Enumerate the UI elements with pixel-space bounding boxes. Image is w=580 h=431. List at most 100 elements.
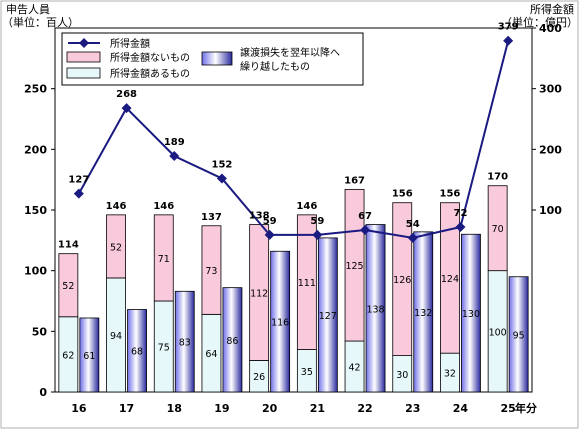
data-label-income-amount: 67 [358,211,372,222]
bar-loss-carryforward [174,290,195,393]
bar-loss-carryforward [508,276,529,393]
x-tick-label: 16 [71,402,87,415]
bar-loss-carryforward [79,317,100,393]
left-axis-unit: （単位：百人） [2,15,79,29]
data-label-income-present: 75 [158,343,170,354]
data-label-loss-carryforward: 130 [462,309,480,320]
data-label-income-present: 64 [205,349,217,360]
bar-income-absent [249,224,270,361]
data-label-stack-total: 156 [440,189,461,200]
legend-label-cyan: 所得金額あるもの [110,67,190,80]
data-label-income-amount: 59 [263,216,277,227]
data-label-income-present: 35 [301,367,313,378]
bar-loss-carryforward [222,287,243,393]
data-label-income-amount: 54 [406,219,420,230]
bar-loss-carryforward [413,231,434,393]
data-label-income-present: 62 [62,350,74,361]
data-label-loss-carryforward: 127 [319,311,337,322]
data-label-loss-carryforward: 138 [366,304,384,315]
data-label-stack-total: 156 [392,189,413,200]
legend-swatch-blue [201,51,233,66]
line-point-diamond [455,221,466,232]
line-point-diamond [312,229,323,240]
data-label-income-present: 30 [396,370,408,381]
data-label-income-present: 94 [110,331,122,342]
right-axis-tick-label: 200 [539,143,562,156]
data-label-stack-total: 146 [296,201,317,212]
data-label-loss-carryforward: 68 [131,347,143,358]
line-point-diamond [360,225,371,236]
line-point-diamond [216,173,227,184]
x-tick-label: 18 [167,402,182,415]
data-label-income-amount: 268 [116,89,137,100]
legend-diamond-icon [79,38,89,48]
data-label-loss-carryforward: 95 [513,330,525,341]
bar-loss-carryforward [317,237,338,393]
legend: 所得金額 所得金額ないもの 所得金額あるもの 譲渡損失を翌年以降へ 繰り越したも… [61,32,364,86]
x-tick-label: 22 [357,402,372,415]
x-axis-suffix: 年分 [515,401,537,415]
data-label-income-absent: 73 [205,266,217,277]
line-point-diamond [169,151,180,162]
data-label-income-absent: 52 [110,242,122,253]
line-income-amount [77,40,510,239]
x-tick-label: 23 [405,402,420,415]
data-label-income-present: 100 [489,327,507,338]
data-label-stack-total: 146 [106,201,127,212]
x-tick-label: 21 [310,402,325,415]
x-tick-label: 17 [119,402,134,415]
data-label-income-amount: 379 [498,22,519,33]
data-label-income-absent: 126 [393,275,411,286]
bar-loss-carryforward [127,309,147,393]
left-axis-tick-label: 0 [39,386,47,399]
x-tick-label: 24 [453,402,469,415]
data-label-income-amount: 152 [212,159,233,170]
data-label-stack-total: 137 [201,212,222,223]
data-label-income-amount: 72 [453,208,467,219]
right-axis-title: 所得金額 [530,2,574,16]
legend-swatch-pink [66,51,101,63]
left-axis-tick-label: 50 [32,325,48,338]
data-label-income-absent: 70 [492,224,504,235]
legend-label-line: 所得金額 [110,37,150,50]
bar-loss-carryforward [270,250,291,393]
data-label-loss-carryforward: 61 [83,351,95,362]
right-axis-unit: （単位：億円） [501,15,578,29]
data-label-stack-total: 138 [249,211,270,222]
right-axis-tick-label: 300 [539,83,562,96]
bar-income-absent [487,185,508,272]
legend-label-blue-line1: 譲渡損失を翌年以降へ [240,46,340,59]
bar-income-absent [392,202,413,357]
x-tick-label: 19 [214,402,229,415]
data-label-income-absent: 52 [62,281,74,292]
bar-income-absent [344,188,365,342]
bar-loss-carryforward [461,233,481,393]
legend-label-blue-line2: 繰り越したもの [240,60,310,73]
data-label-income-absent: 111 [298,278,316,289]
bar-income-absent [440,202,460,354]
bar-income-absent [58,253,79,318]
line-point-diamond [73,188,84,199]
line-point-diamond [503,35,514,46]
data-label-stack-total: 114 [58,240,79,251]
bar-income-absent [153,214,174,302]
data-label-income-amount: 59 [310,216,324,227]
left-axis-tick-label: 250 [24,83,47,96]
data-label-loss-carryforward: 86 [226,336,238,347]
data-label-income-amount: 127 [68,175,89,186]
data-label-income-present: 42 [349,363,361,374]
data-label-loss-carryforward: 83 [179,338,191,349]
bar-income-absent [201,225,222,315]
left-axis-title: 申告人員 [6,3,50,16]
data-label-income-absent: 125 [345,261,363,272]
data-label-income-present: 32 [444,369,456,380]
legend-swatch-cyan [66,67,101,79]
left-axis-tick-label: 100 [24,265,47,278]
x-tick-label: 20 [262,402,278,415]
data-label-stack-total: 146 [153,201,174,212]
data-label-loss-carryforward: 132 [414,308,432,319]
bar-income-absent [106,214,126,279]
bar-loss-carryforward [365,224,386,393]
left-axis-tick-label: 150 [24,204,47,217]
data-label-income-absent: 112 [250,289,268,300]
